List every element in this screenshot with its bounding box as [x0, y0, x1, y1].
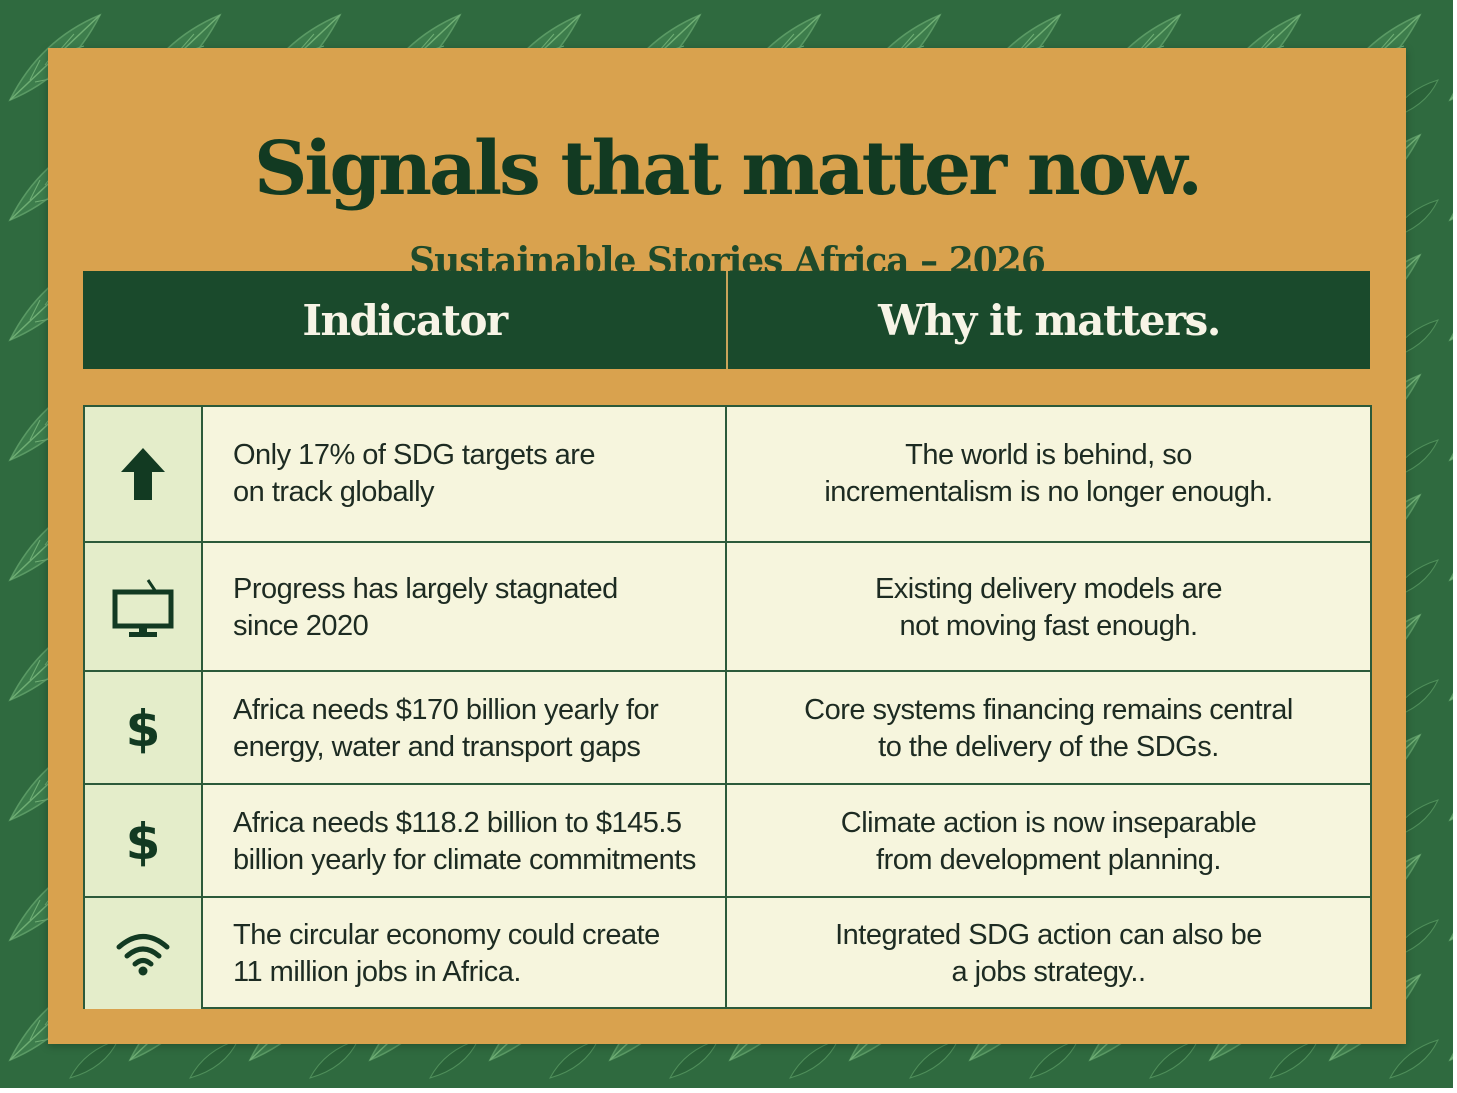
dollar-symbol: $ [125, 812, 161, 871]
why-text: Climate action is now inseparable from d… [840, 806, 1257, 876]
indicator-cell: Africa needs $118.2 billion to $145.5 bi… [203, 785, 727, 898]
table-header: Indicator Why it matters. [83, 271, 1370, 369]
indicator-cell: Only 17% of SDG targets are on track glo… [203, 407, 727, 541]
indicator-text: Only 17% of SDG targets are on track glo… [233, 439, 596, 508]
table-row: Only 17% of SDG targets are on track glo… [85, 407, 1370, 541]
indicator-text: Progress has largely stagnated since 202… [233, 572, 618, 642]
why-text: The world is behind, so incrementalism i… [824, 439, 1273, 508]
table-row: $ Africa needs $170 billion yearly for e… [85, 670, 1370, 785]
indicator-text: Africa needs $170 billion yearly for ene… [233, 693, 659, 763]
why-cell: Core systems financing remains central t… [727, 672, 1370, 785]
why-cell: Integrated SDG action can also be a jobs… [727, 898, 1370, 1009]
why-text: Existing delivery models are not moving … [874, 572, 1223, 642]
header-why-it-matters: Why it matters. [878, 295, 1221, 345]
table-row: The circular economy could create 11 mil… [85, 896, 1370, 1009]
why-text: Integrated SDG action can also be a jobs… [835, 918, 1262, 988]
indicator-cell: Progress has largely stagnated since 202… [203, 543, 727, 672]
indicator-text: Africa needs $118.2 billion to $145.5 bi… [233, 806, 696, 876]
table-row: $ Africa needs $118.2 billion to $145.5 … [85, 783, 1370, 898]
page-title: Signals that matter now. [253, 126, 1203, 212]
dollar-icon: $ [85, 785, 203, 898]
why-cell: The world is behind, so incrementalism i… [727, 407, 1370, 541]
dollar-symbol: $ [125, 699, 161, 758]
why-cell: Existing delivery models are not moving … [727, 543, 1370, 672]
wifi-icon [85, 898, 203, 1009]
dollar-icon: $ [85, 672, 203, 785]
up-arrow-icon [85, 407, 203, 541]
header-indicator: Indicator [83, 271, 728, 369]
why-text: Core systems financing remains central t… [804, 693, 1293, 763]
indicator-cell: The circular economy could create 11 mil… [203, 898, 727, 1009]
why-cell: Climate action is now inseparable from d… [727, 785, 1370, 898]
indicator-cell: Africa needs $170 billion yearly for ene… [203, 672, 727, 785]
indicator-text: The circular economy could create 11 mil… [233, 918, 660, 988]
monitor-icon [85, 543, 203, 672]
table-row: Progress has largely stagnated since 202… [85, 541, 1370, 672]
signals-table: Only 17% of SDG targets are on track glo… [83, 405, 1372, 1009]
